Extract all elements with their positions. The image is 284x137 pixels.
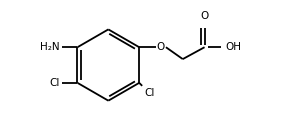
Text: Cl: Cl <box>49 78 60 88</box>
Text: H₂N: H₂N <box>40 42 60 52</box>
Text: O: O <box>201 12 209 22</box>
Text: OH: OH <box>225 42 241 52</box>
Text: O: O <box>157 42 165 52</box>
Text: Cl: Cl <box>144 88 154 98</box>
